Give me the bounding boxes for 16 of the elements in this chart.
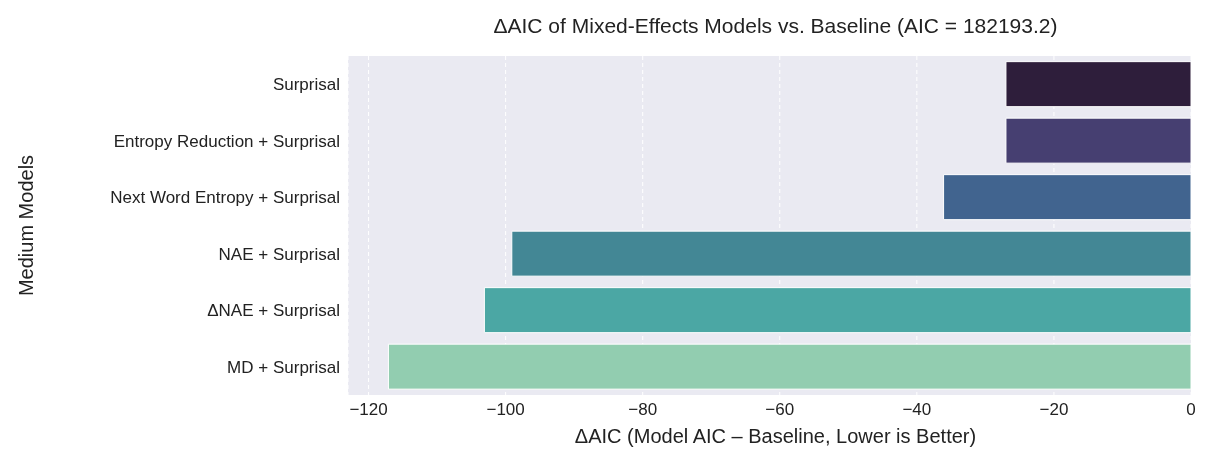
x-tick-label: 0 [1186, 400, 1196, 420]
y-tick-label: MD + Surprisal [227, 357, 340, 377]
y-tick-label: Entropy Reduction + Surprisal [113, 131, 340, 151]
x-tick-label: −80 [628, 400, 658, 420]
x-tick-label: −100 [486, 400, 525, 420]
chart-title: ΔAIC of Mixed-Effects Models vs. Baseline (AIC = 182193.2) [492, 13, 1059, 39]
y-tick-label: Surprisal [272, 75, 340, 95]
x-tick-label: −120 [349, 400, 388, 420]
y-axis-title: Medium Models [15, 154, 38, 297]
x-tick-label: −60 [765, 400, 795, 420]
x-tick-label: −20 [1039, 400, 1069, 420]
x-tick-label: −40 [902, 400, 932, 420]
y-tick-label: ΔNAE + Surprisal [207, 301, 340, 321]
y-tick-label: Next Word Entropy + Surprisal [110, 188, 340, 208]
y-tick-label: NAE + Surprisal [218, 244, 340, 264]
x-axis-title: ΔAIC (Model AIC – Baseline, Lower is Better) [573, 425, 978, 448]
